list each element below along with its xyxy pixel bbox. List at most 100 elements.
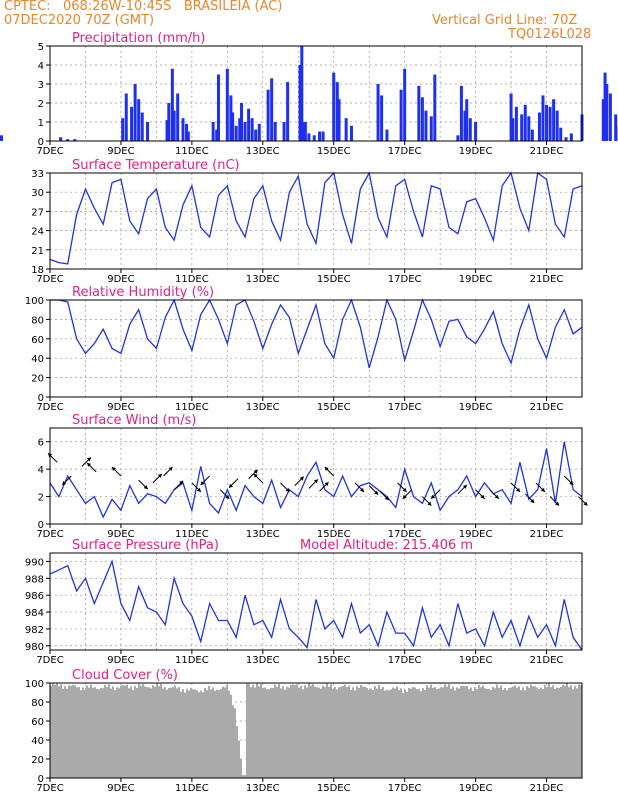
cloud-cover-column — [482, 685, 484, 778]
cloud-cover-column — [152, 685, 154, 778]
x-tick-label: 11DEC — [175, 655, 209, 666]
y-tick-label: 2 — [38, 493, 44, 504]
precipitation-bar — [614, 114, 618, 141]
cloud-cover-column — [502, 689, 504, 778]
cloud-cover-column — [516, 687, 518, 778]
cloud-cover-column — [212, 687, 214, 778]
chart-panel-1: 0 1 2 3 4 5 Precipitation (mm/h) 7DEC 9DEC 11DEC 1… — [0, 31, 618, 157]
y-tick-label: 6 — [38, 438, 44, 449]
cloud-cover-column — [96, 689, 98, 778]
cloud-cover-column — [156, 683, 158, 778]
precipitation-bar — [300, 46, 304, 141]
cloud-cover-column — [468, 689, 470, 778]
cloud-cover-column — [86, 685, 88, 778]
x-tick-label: 21DEC — [530, 529, 564, 540]
cloud-cover-column — [206, 689, 208, 778]
precipitation-bar — [286, 82, 290, 141]
cloud-cover-column — [106, 687, 108, 778]
cloud-cover-column — [534, 686, 536, 778]
cloud-cover-column — [208, 685, 210, 778]
cloud-cover-column — [548, 683, 550, 778]
cloud-cover-column — [326, 683, 328, 778]
cloud-cover-column — [292, 684, 294, 778]
precipitation-bar — [511, 118, 515, 141]
cloud-cover-column — [260, 684, 262, 778]
x-tick-label: 9DEC — [107, 146, 134, 157]
precipitation-bar — [541, 95, 545, 141]
precipitation-bar — [608, 93, 612, 141]
wind-arrow-head — [299, 476, 304, 481]
y-tick-label: 990 — [25, 557, 44, 568]
cloud-cover-column — [194, 689, 196, 778]
precipitation-bar — [555, 110, 559, 141]
wind-arrow-head — [427, 501, 432, 506]
cloud-cover-column — [266, 689, 268, 778]
wind-arrow-head — [111, 467, 116, 471]
cloud-cover-column — [280, 688, 282, 778]
cloud-cover-column — [546, 687, 548, 778]
precipitation-bar — [302, 122, 306, 141]
y-tick-label: 60 — [31, 335, 44, 346]
cloud-cover-column — [58, 686, 60, 778]
cloud-cover-column — [510, 687, 512, 778]
cloud-cover-column — [182, 689, 184, 778]
cloud-cover-column — [532, 686, 534, 778]
chart-panel-3: 0 20 40 60 80 100 Relative Humidity (%) 7DEC 9DE… — [25, 285, 583, 413]
precipitation-bar — [603, 72, 607, 141]
y-tick-label: 4 — [38, 465, 44, 476]
cloud-cover-column — [544, 684, 546, 778]
wind-arrow-head — [157, 473, 162, 478]
y-tick-label: 982 — [25, 625, 44, 636]
precipitation-bar — [537, 112, 541, 141]
cloud-cover-column — [192, 689, 194, 778]
cloud-cover-column — [170, 687, 172, 778]
cloud-cover-column — [404, 689, 406, 778]
x-tick-label: 7DEC — [36, 274, 63, 285]
precipitation-bar — [176, 93, 180, 141]
cloud-cover-column — [550, 687, 552, 778]
cloud-cover-column — [82, 687, 84, 778]
cloud-cover-column — [456, 687, 458, 778]
cloud-cover-column — [300, 685, 302, 778]
cloud-cover-column — [508, 688, 510, 778]
precipitation-bar — [240, 103, 244, 141]
cloud-cover-column — [354, 690, 356, 778]
precipitation-bar — [247, 108, 251, 141]
y-tick-label: 0 — [38, 774, 44, 785]
precipitation-bar — [137, 99, 141, 141]
precipitation-bar — [514, 106, 518, 141]
cloud-cover-column — [126, 684, 128, 778]
x-tick-label: 21DEC — [530, 655, 564, 666]
cloud-cover-column — [370, 688, 372, 778]
cloud-cover-column — [356, 686, 358, 778]
precipitation-bar — [474, 122, 478, 141]
precipitation-bar — [468, 118, 472, 141]
cloud-cover-column — [168, 687, 170, 778]
wind-arrow-head — [168, 467, 173, 471]
precipitation-bar — [344, 118, 348, 141]
precipitation-bar — [429, 116, 433, 141]
chart-panel-4: 0 2 4 6 Surface Wind (m/s) 7DEC 9DEC 11DEC 13DEC… — [36, 413, 588, 540]
wind-arrow-head — [360, 487, 365, 492]
precipitation-bar — [463, 110, 467, 141]
wind-arrow-head — [324, 467, 329, 471]
cloud-cover-column — [554, 688, 556, 778]
cloud-cover-column — [512, 686, 514, 778]
wind-arrow-head — [143, 485, 148, 490]
cloud-cover-column — [540, 687, 542, 778]
x-tick-label: 19DEC — [459, 402, 493, 413]
precipitation-bar — [335, 82, 339, 141]
y-tick-label: 984 — [25, 608, 44, 619]
header-init-time: 07DEC2020 70Z (GMT) — [4, 13, 155, 28]
x-tick-label: 19DEC — [459, 655, 493, 666]
cloud-cover-column — [434, 687, 436, 778]
cloud-cover-column — [132, 689, 134, 778]
cloud-cover-column — [144, 686, 146, 778]
cloud-cover-column — [178, 687, 180, 778]
wind-arrow-head — [462, 484, 467, 489]
precipitation-bar — [231, 112, 235, 141]
cloud-cover-column — [530, 684, 532, 778]
precipitation-bar — [273, 122, 277, 141]
cloud-cover-column — [410, 688, 412, 778]
x-tick-label: 11DEC — [175, 274, 209, 285]
